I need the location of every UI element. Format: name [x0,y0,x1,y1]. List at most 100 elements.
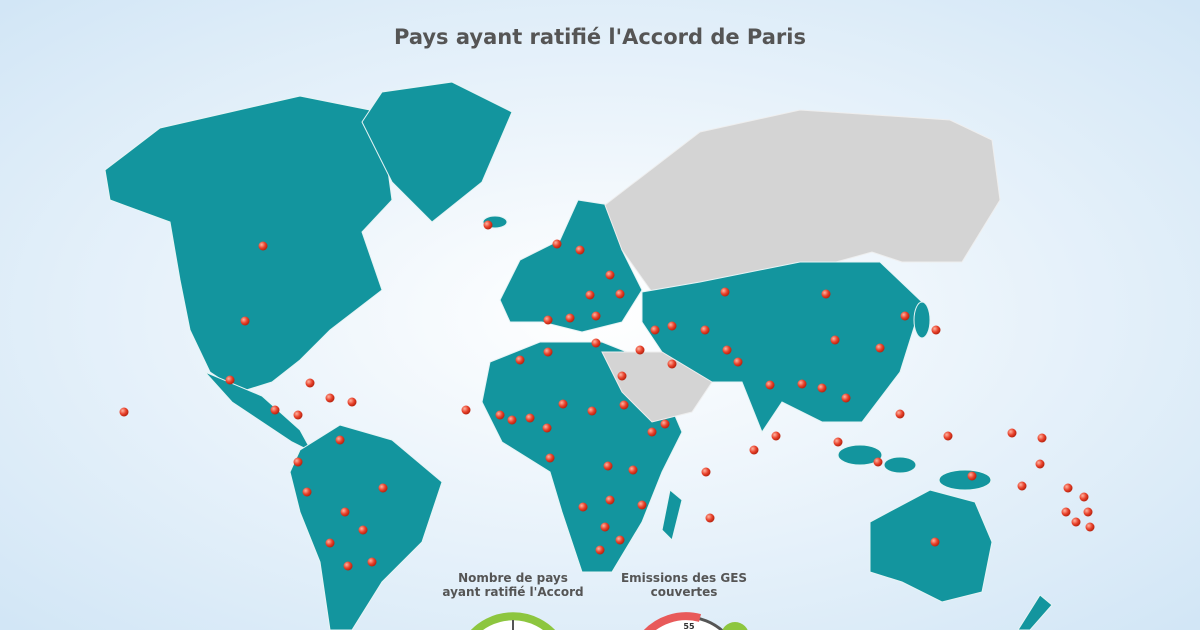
country-marker [720,287,730,297]
country-marker [525,413,535,423]
country-marker [650,325,660,335]
country-marker [1017,481,1027,491]
greenland [361,81,513,223]
country-marker [325,393,335,403]
country-marker [225,375,235,385]
indonesia [883,456,917,474]
madagascar [661,489,683,541]
gauges: Nombre de pays ayant ratifié l'Accord Emi… [442,571,748,630]
country-marker [619,400,629,410]
country-marker [830,335,840,345]
country-marker [603,461,613,471]
country-marker [722,345,732,355]
country-marker [575,245,585,255]
country-marker [943,431,953,441]
country-marker [637,500,647,510]
gauge-label: Nombre de pays ayant ratifié l'Accord [442,571,583,599]
country-marker [615,535,625,545]
country-marker [591,311,601,321]
country-marker [1037,433,1047,443]
country-marker [1063,483,1073,493]
country-marker [578,502,588,512]
country-marker [240,316,250,326]
country-marker [119,407,129,417]
country-marker [617,371,627,381]
country-marker [565,313,575,323]
country-marker [591,338,601,348]
country-marker [378,483,388,493]
country-marker [270,405,280,415]
country-marker [900,311,910,321]
country-marker [660,419,670,429]
country-marker [587,406,597,416]
gauge-target [722,622,748,630]
country-marker [347,397,357,407]
country-marker [1085,522,1095,532]
gauge-arc [644,612,702,630]
country-marker [1083,507,1093,517]
indonesia [837,444,883,466]
country-marker [765,380,775,390]
australia [869,489,993,603]
country-marker [635,345,645,355]
gauge-arc [470,612,556,630]
country-marker [841,393,851,403]
country-marker [873,457,883,467]
country-marker [358,525,368,535]
country-marker [343,561,353,571]
country-marker [367,557,377,567]
country-marker [667,321,677,331]
country-marker [967,471,977,481]
country-marker [302,487,312,497]
country-marker [895,409,905,419]
gauge-marker: 55 [683,622,695,630]
new-zealand [1017,594,1053,630]
country-marker [543,347,553,357]
country-marker [615,289,625,299]
country-marker [340,507,350,517]
country-marker [931,325,941,335]
country-marker [1035,459,1045,469]
country-marker [771,431,781,441]
country-marker [293,410,303,420]
country-marker [325,538,335,548]
country-marker [605,495,615,505]
country-marker [817,383,827,393]
country-marker [483,220,493,230]
country-marker [705,513,715,523]
country-marker [552,239,562,249]
country-marker [293,457,303,467]
country-marker [543,315,553,325]
country-marker [515,355,525,365]
country-marker [930,537,940,547]
country-marker [461,405,471,415]
country-marker [542,423,552,433]
country-marker [733,357,743,367]
country-marker [495,410,505,420]
country-marker [833,437,843,447]
country-marker [701,467,711,477]
country-marker [545,453,555,463]
north-america [104,95,393,393]
country-marker [258,241,268,251]
country-marker [628,465,638,475]
country-marker [821,289,831,299]
country-marker [600,522,610,532]
country-marker [647,427,657,437]
country-marker [700,325,710,335]
country-marker [797,379,807,389]
new-guinea [938,469,992,491]
country-marker [1007,428,1017,438]
ratification-markers [119,220,1095,571]
country-marker [667,359,677,369]
japan [913,301,931,339]
country-marker [507,415,517,425]
country-marker [1079,492,1089,502]
country-marker [749,445,759,455]
country-marker [1061,507,1071,517]
country-marker [585,290,595,300]
title: Pays ayant ratifié l'Accord de Paris [394,25,806,49]
country-marker [1071,517,1081,527]
country-marker [595,545,605,555]
